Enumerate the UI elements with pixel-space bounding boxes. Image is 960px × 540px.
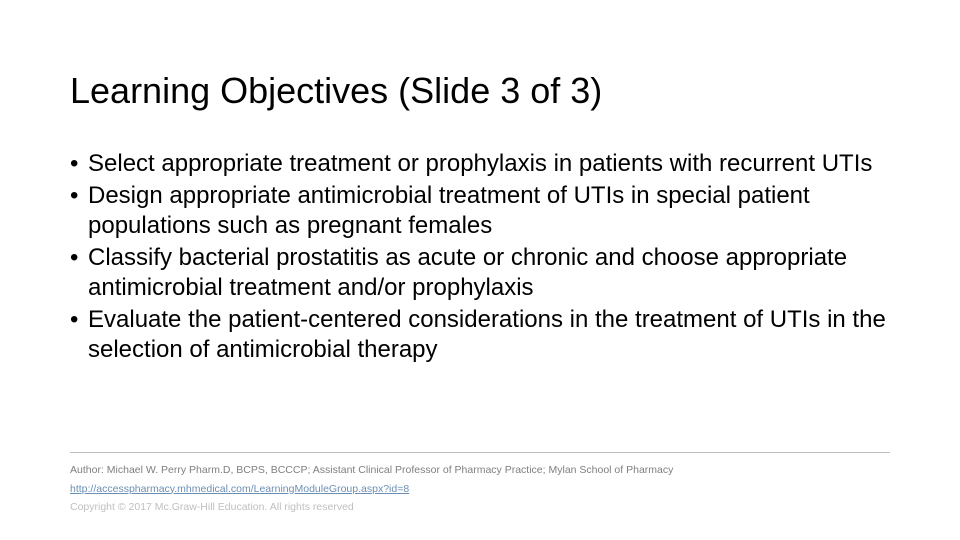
list-item: • Classify bacterial prostatitis as acut…: [70, 243, 890, 303]
bullet-text: Evaluate the patient-centered considerat…: [88, 305, 890, 365]
bullet-icon: •: [70, 181, 88, 241]
copyright-line: Copyright © 2017 Mc.Graw-Hill Education.…: [70, 500, 890, 516]
bullet-text: Select appropriate treatment or prophyla…: [88, 149, 890, 179]
bullet-text: Classify bacterial prostatitis as acute …: [88, 243, 890, 303]
slide-footer: Author: Michael W. Perry Pharm.D, BCPS, …: [70, 452, 890, 516]
source-link[interactable]: http://accesspharmacy.mhmedical.com/Lear…: [70, 482, 409, 498]
slide: Learning Objectives (Slide 3 of 3) • Sel…: [0, 0, 960, 540]
list-item: • Select appropriate treatment or prophy…: [70, 149, 890, 179]
bullet-icon: •: [70, 305, 88, 365]
author-line: Author: Michael W. Perry Pharm.D, BCPS, …: [70, 463, 890, 479]
list-item: • Design appropriate antimicrobial treat…: [70, 181, 890, 241]
bullet-list: • Select appropriate treatment or prophy…: [70, 149, 890, 365]
slide-title: Learning Objectives (Slide 3 of 3): [70, 70, 890, 111]
bullet-text: Design appropriate antimicrobial treatme…: [88, 181, 890, 241]
list-item: • Evaluate the patient-centered consider…: [70, 305, 890, 365]
footer-divider: [70, 452, 890, 453]
bullet-icon: •: [70, 243, 88, 303]
bullet-icon: •: [70, 149, 88, 179]
